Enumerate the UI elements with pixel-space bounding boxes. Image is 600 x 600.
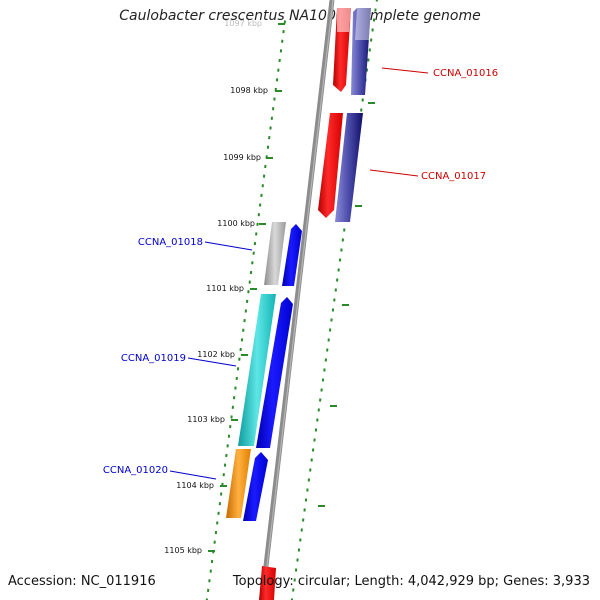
gene-partial-bottom-red[interactable]: [259, 566, 276, 600]
tick-label: 1101 kbp: [206, 284, 244, 293]
tick-label: 1102 kbp: [197, 350, 235, 359]
tick-label: 1103 kbp: [187, 415, 225, 424]
genome-summary: Topology: circular; Length: 4,042,929 bp…: [232, 574, 590, 589]
gene-label-CCNA_01017[interactable]: CCNA_01017: [421, 171, 486, 182]
gene-CCNA_01019-blue[interactable]: [256, 297, 293, 448]
tick-label: 1105 kbp: [164, 546, 202, 555]
accession-text: Accession: NC_011916: [8, 574, 156, 589]
gene-label-CCNA_01018[interactable]: CCNA_01018: [138, 237, 203, 248]
map-title: Caulobacter crescentus NA1000, complete …: [119, 8, 481, 24]
gene-CCNA_01020-orange[interactable]: [226, 449, 251, 518]
tick-label: 1099 kbp: [223, 153, 261, 162]
tick-labels: 1097 kbp 1098 kbp 1099 kbp 1100 kbp 1101 kbp…: [164, 19, 375, 555]
gene-label-CCNA_01016[interactable]: CCNA_01016: [433, 68, 498, 79]
left-tick-rail: [205, 20, 286, 600]
tick-label: 1097 kbp: [224, 19, 262, 28]
gene-CCNA_01018-blue[interactable]: [282, 224, 302, 286]
gene-CCNA_01017-red[interactable]: [318, 113, 343, 218]
genome-backbone: [259, 0, 335, 600]
tick-label: 1104 kbp: [176, 481, 214, 490]
gene-CCNA_01016-navy[interactable]: [351, 8, 371, 95]
gene-CCNA_01018-gray[interactable]: [264, 222, 286, 285]
gene-CCNA_01016-red[interactable]: [333, 8, 351, 92]
gene-CCNA_01017-navy[interactable]: [335, 113, 363, 222]
tick-label: 1100 kbp: [217, 219, 255, 228]
gene-label-CCNA_01019[interactable]: CCNA_01019: [121, 353, 186, 364]
gene-labels: CCNA_01016 CCNA_01017 CCNA_01018 CCNA_01019…: [103, 68, 498, 476]
tick-label: 1098 kbp: [230, 86, 268, 95]
gene-CCNA_01019-cyan[interactable]: [238, 294, 276, 446]
gene-label-CCNA_01020[interactable]: CCNA_01020: [103, 465, 168, 476]
gene-CCNA_01020-blue[interactable]: [243, 452, 268, 521]
